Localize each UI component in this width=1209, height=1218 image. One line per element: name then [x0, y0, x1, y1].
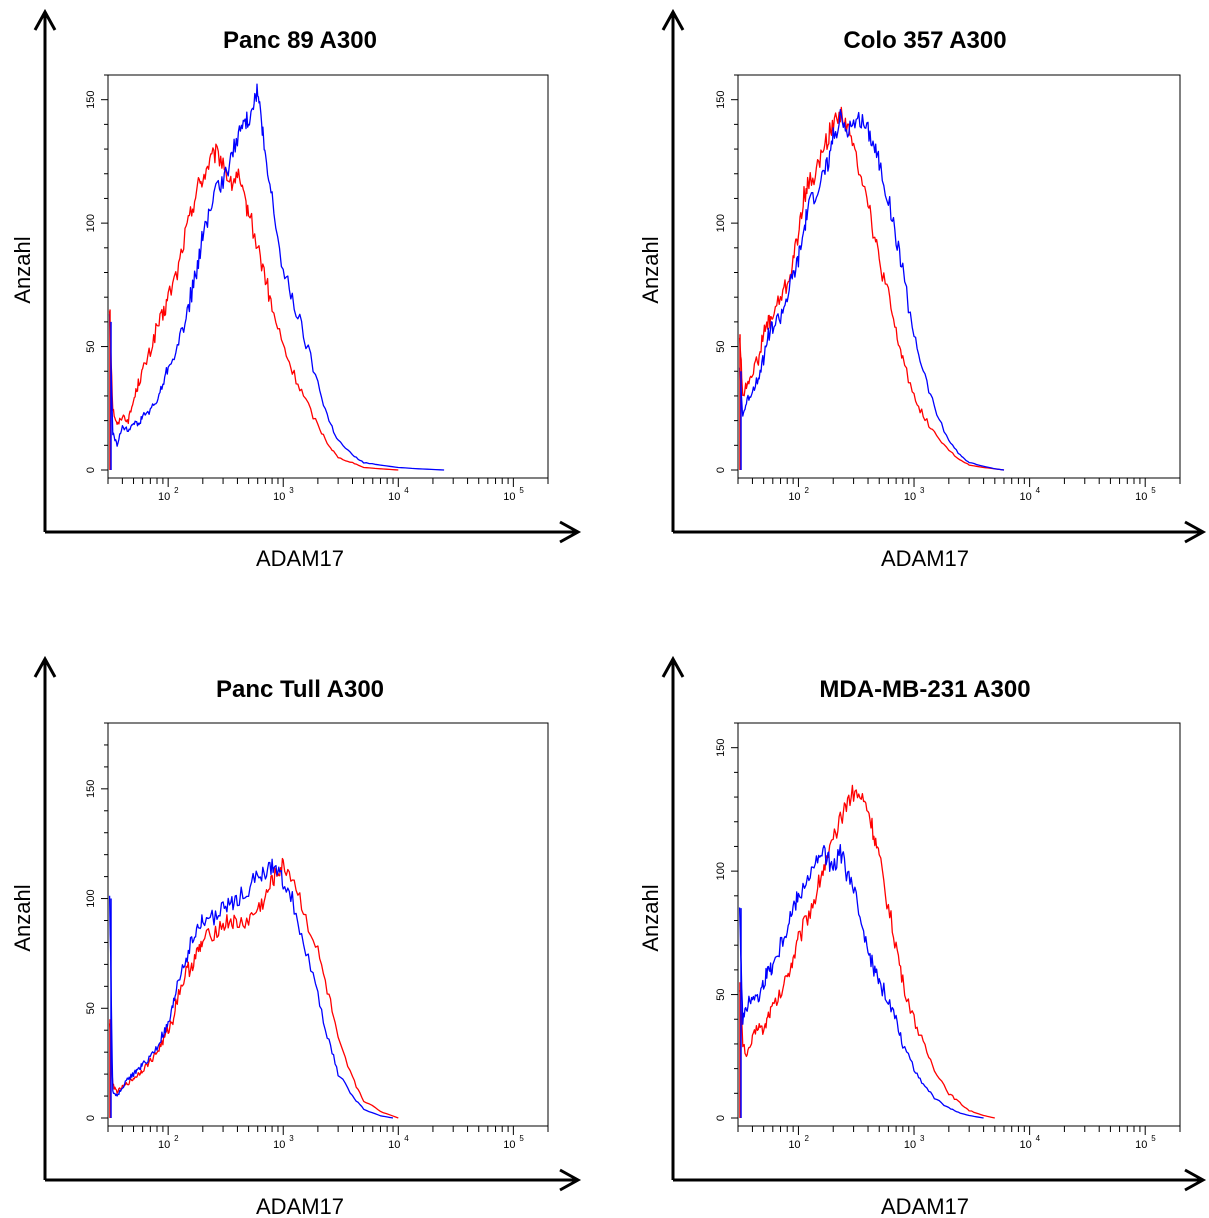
y-tick-label: 50: [715, 988, 727, 1000]
y-ticks: 0 50 100 150: [715, 722, 738, 1121]
series-line-red: [738, 106, 1005, 471]
series-line-blue: [738, 109, 1005, 471]
y-axis-arrow-head: [33, 8, 57, 31]
chart-panel-1: Panc 89 A300ADAM17Anzahl0501001501021031…: [10, 8, 582, 571]
y-tick-label: 100: [715, 862, 727, 880]
y-axis-label: Anzahl: [638, 884, 663, 951]
x-tick-label: 10: [1019, 491, 1031, 503]
chart-panel-2: Colo 357 A300 ADAM17 Anzahl 0 50 100 150 10 2 10 3…: [638, 8, 1207, 571]
chart-title: MDA-MB-231 A300: [819, 676, 1030, 703]
x-axis-label: ADAM17: [256, 546, 344, 571]
y-tick-label: 150: [85, 91, 97, 109]
x-tick-exponent: 4: [404, 486, 409, 495]
y-tick-label: 100: [715, 214, 727, 232]
x-tick-exponent: 5: [1151, 1134, 1156, 1143]
series-line-red: [738, 784, 995, 1119]
x-tick-exponent: 2: [804, 486, 809, 495]
y-tick-label: 0: [715, 1115, 727, 1121]
x-tick-label: 10: [388, 1139, 400, 1151]
x-tick-exponent: 3: [920, 1134, 925, 1143]
x-axis-label: ADAM17: [256, 1194, 344, 1218]
x-tick-label: 10: [904, 491, 916, 503]
y-axis-label: Anzahl: [10, 884, 35, 951]
series-line-blue: [108, 83, 445, 471]
y-axis-label: Anzahl: [638, 236, 663, 303]
series-line-blue: [738, 844, 984, 1119]
x-tick-exponent: 2: [804, 1134, 809, 1143]
y-tick-label: 150: [85, 780, 97, 798]
y-axis-arrow-head: [661, 655, 685, 678]
series-line-blue: [108, 858, 394, 1119]
x-tick-label: 10: [1135, 1139, 1147, 1151]
x-tick-label: 10: [503, 491, 515, 503]
y-tick-label: 50: [715, 340, 727, 352]
x-tick-exponent: 2: [174, 1134, 179, 1143]
x-tick-exponent: 2: [174, 486, 179, 495]
y-axis-label: Anzahl: [10, 236, 35, 303]
chart-title: Panc 89 A300: [223, 27, 377, 54]
x-axis-arrow-head: [1184, 520, 1207, 544]
y-ticks: 0 50 100 150: [715, 74, 738, 473]
x-axis-arrow-head: [1184, 1168, 1207, 1192]
y-ticks: 0 50 100 150: [85, 74, 108, 473]
x-tick-label: 10: [273, 491, 285, 503]
plot-frame: [107, 74, 549, 479]
y-tick-label: 150: [715, 91, 727, 109]
series-line-red: [108, 143, 399, 471]
x-ticks: 10 2 10 3 10 4 10 5: [107, 1126, 549, 1151]
x-tick-exponent: 4: [1036, 486, 1041, 495]
x-tick-exponent: 5: [519, 486, 524, 495]
chart-panel-4: MDA-MB-231 A300ADAM17Anzahl0501001501021…: [638, 655, 1207, 1218]
x-tick-exponent: 3: [289, 486, 294, 495]
y-tick-label: 0: [715, 467, 727, 473]
plot-frame: [737, 722, 1181, 1127]
chart-panel-3: Panc Tull A300ADAM17Anzahl05010015010210…: [10, 655, 582, 1218]
x-axis-arrow-head: [559, 520, 582, 544]
y-ticks: 0 50 100 150: [85, 722, 108, 1121]
plot-frame: [737, 74, 1181, 479]
x-tick-exponent: 4: [1036, 1134, 1041, 1143]
x-ticks: 10 2 10 3 10 4 10 5: [737, 1126, 1181, 1151]
series-line-red: [108, 857, 399, 1119]
y-tick-label: 50: [85, 340, 97, 352]
x-axis-label: ADAM17: [881, 546, 969, 571]
x-tick-exponent: 5: [519, 1134, 524, 1143]
x-tick-label: 10: [788, 491, 800, 503]
x-tick-label: 10: [1135, 491, 1147, 503]
y-tick-label: 150: [715, 739, 727, 757]
y-tick-label: 0: [85, 1115, 97, 1121]
x-tick-label: 10: [158, 491, 170, 503]
x-tick-label: 10: [503, 1139, 515, 1151]
y-axis-arrow-head: [33, 655, 57, 678]
x-axis-label: ADAM17: [881, 1194, 969, 1218]
x-ticks: 10 2 10 3 10 4 10 5: [107, 478, 549, 503]
x-tick-label: 10: [388, 491, 400, 503]
y-tick-label: 100: [85, 889, 97, 907]
x-ticks: 10 2 10 3 10 4 10 5: [737, 478, 1181, 503]
x-tick-label: 10: [158, 1139, 170, 1151]
x-tick-label: 10: [1019, 1139, 1031, 1151]
x-tick-exponent: 4: [404, 1134, 409, 1143]
x-tick-label: 10: [273, 1139, 285, 1151]
x-axis-arrow-head: [559, 1168, 582, 1192]
x-tick-exponent: 5: [1151, 486, 1156, 495]
x-tick-exponent: 3: [289, 1134, 294, 1143]
y-tick-label: 0: [85, 467, 97, 473]
x-tick-label: 10: [904, 1139, 916, 1151]
y-tick-label: 100: [85, 214, 97, 232]
plot-frame: [107, 722, 549, 1127]
chart-title: Colo 357 A300: [843, 27, 1006, 54]
x-tick-label: 10: [788, 1139, 800, 1151]
x-tick-exponent: 3: [920, 486, 925, 495]
chart-title: Panc Tull A300: [216, 676, 384, 703]
y-axis-arrow-head: [661, 8, 685, 31]
y-tick-label: 50: [85, 1002, 97, 1014]
